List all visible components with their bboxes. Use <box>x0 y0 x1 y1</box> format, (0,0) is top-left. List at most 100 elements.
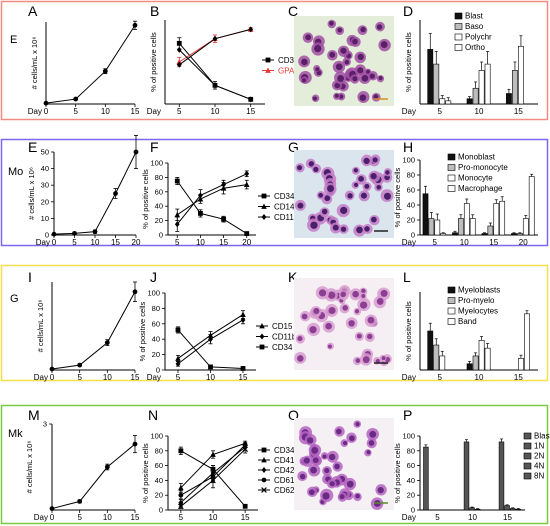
cell-nucleus <box>383 192 392 200</box>
micrograph-G <box>294 150 394 238</box>
series-line <box>53 151 137 235</box>
bar <box>433 344 440 371</box>
data-point <box>176 59 183 65</box>
micrograph-O <box>294 418 394 510</box>
cell-nucleus <box>361 288 366 294</box>
legend-label: CD42b <box>274 466 299 475</box>
bar <box>504 505 510 511</box>
chart-panel-J: 0 20 40 60 80 100% of positive cells Day 5 10 15 C… <box>138 289 297 383</box>
y-axis-label: % of positive cells <box>404 301 413 361</box>
y-tick-label: 60 <box>155 187 163 196</box>
y-tick-label: 80 <box>407 446 415 455</box>
x-tick-label: 20 <box>132 238 141 247</box>
row-label: G <box>10 293 19 305</box>
y-axis-label: # cells/mL x 10⁶ <box>27 167 36 220</box>
legend-label: Monocyte <box>458 174 493 183</box>
cell-nucleus <box>367 333 373 340</box>
bar <box>428 218 435 236</box>
legend-label: 2N <box>534 452 544 461</box>
cell-nucleus <box>340 206 348 215</box>
x-axis-prefix: Day <box>402 238 416 247</box>
bar <box>472 87 479 105</box>
x-axis-prefix: Day <box>402 373 416 382</box>
data-point <box>92 229 98 235</box>
cell-nucleus <box>364 183 370 189</box>
x-tick-label: 10 <box>475 373 484 382</box>
x-axis-prefix: Day <box>147 373 161 382</box>
y-tick-label: 60 <box>407 461 415 470</box>
x-tick-label: 15 <box>503 513 512 522</box>
y-tick-label: 0 <box>159 506 163 515</box>
cell-nucleus <box>339 494 345 500</box>
bar <box>463 203 470 236</box>
cell-nucleus <box>337 74 345 82</box>
cell-nucleus <box>324 195 331 202</box>
chart-panel-L: % of positive cells Day 5 10 15 MyeloblastsPr… <box>402 286 538 382</box>
cell-nucleus <box>370 216 377 223</box>
y-tick-label: 20 <box>152 350 160 359</box>
data-point <box>198 211 203 216</box>
data-point <box>240 316 246 323</box>
data-point <box>198 192 203 199</box>
y-tick-label: 80 <box>152 304 160 313</box>
data-point <box>259 323 265 329</box>
x-tick-label: 10 <box>196 238 205 247</box>
y-axis-label: % of positive cells <box>141 169 150 229</box>
cell-nucleus <box>327 185 335 193</box>
legend-swatch <box>447 297 456 304</box>
legend-label: CD34 <box>278 56 299 65</box>
x-tick-label: 15 <box>131 513 140 522</box>
chart-panel-E: 0 10 20 30 40 50 # cells/mL x 10⁶ Day 0 5 10 15 20 <box>27 134 141 247</box>
y-tick-label: 100 <box>147 289 160 298</box>
cell-nucleus <box>357 67 364 74</box>
data-point <box>261 467 267 473</box>
data-point <box>208 336 213 343</box>
cell-nucleus <box>334 93 339 98</box>
bar <box>472 355 479 371</box>
x-tick-label: 5 <box>77 513 82 522</box>
data-point <box>175 360 181 367</box>
data-point <box>175 327 181 333</box>
y-tick-label: 80 <box>155 173 163 182</box>
legend-swatch <box>447 307 456 315</box>
cell-nucleus <box>302 78 306 83</box>
cell-nucleus <box>325 322 332 330</box>
x-tick-label: 15 <box>239 373 248 382</box>
bar <box>469 218 476 236</box>
x-axis-prefix: Day <box>147 107 161 116</box>
legend-label: Myeloblasts <box>458 286 500 295</box>
bar <box>487 225 494 236</box>
cell-nucleus <box>318 192 324 198</box>
row-label: E <box>10 34 17 46</box>
panel-letter: K <box>288 269 298 285</box>
data-point <box>248 26 254 33</box>
cell-nucleus <box>297 355 304 362</box>
cell-nucleus <box>364 226 370 232</box>
x-tick-label: 10 <box>101 107 110 116</box>
y-tick-label: 40 <box>155 202 163 211</box>
panel-letter: E <box>28 139 37 155</box>
legend-label: GPA <box>278 67 295 76</box>
bar <box>528 176 535 236</box>
cell-nucleus <box>356 226 363 234</box>
y-axis-label: # cells/mL x 10⁶ <box>30 37 39 90</box>
data-point <box>133 149 139 155</box>
data-point <box>210 451 216 457</box>
cell-nucleus <box>322 492 330 500</box>
panel-letter: P <box>403 407 412 423</box>
cell-nucleus <box>354 309 360 314</box>
x-tick-label: 10 <box>211 107 220 116</box>
y-tick-label: 100 <box>150 432 163 441</box>
cell-nucleus <box>313 166 319 173</box>
cell-nucleus <box>299 473 306 480</box>
data-point <box>221 181 226 188</box>
cell-nucleus <box>378 76 383 81</box>
cell-nucleus <box>347 193 353 199</box>
bar <box>469 507 475 511</box>
cell-nucleus <box>301 58 308 66</box>
y-tick-label: 100 <box>402 432 415 441</box>
cell-nucleus <box>352 290 359 298</box>
cell-nucleus <box>360 192 367 199</box>
